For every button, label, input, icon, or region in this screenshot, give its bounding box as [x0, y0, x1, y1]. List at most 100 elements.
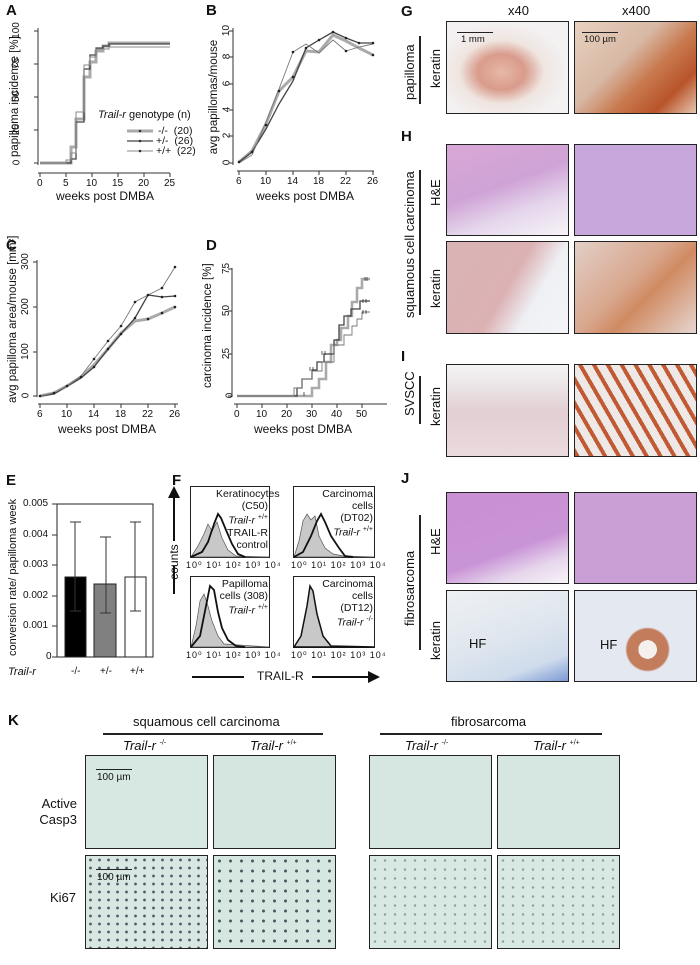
x-tick: +/-	[100, 666, 112, 677]
x-tick: 20	[281, 409, 293, 420]
histogram-carcinoma-dt02	[293, 486, 375, 558]
group-underline	[380, 733, 602, 735]
histology-image-fibrosarcoma-keratin-x40	[446, 590, 569, 682]
stain-label: keratin	[428, 48, 443, 88]
group-underline	[103, 733, 323, 735]
counts-arrow-icon	[168, 486, 180, 594]
x-axis-label: weeks post DMBA	[58, 422, 157, 436]
x-tick: 14	[88, 409, 100, 420]
y-tick: 0	[11, 159, 23, 166]
subplot-title: Carcinoma cells (DT02) Trail-r +/+	[322, 488, 373, 539]
y-tick: 0.004	[23, 529, 49, 540]
x-tick: 18	[313, 176, 325, 187]
x-tick: 20	[138, 178, 150, 189]
x-tick: 15	[112, 178, 124, 189]
y-axis-label: conversion rate/ papilloma week	[7, 498, 19, 656]
ihc-casp3-fibrosarcoma-knockout	[369, 755, 492, 849]
x-tick: 6	[37, 409, 43, 420]
subplot-title: Papilloma cells (308) Trail-r +/+	[219, 578, 268, 617]
x-tick: 26	[169, 409, 181, 420]
x-tick: 26	[367, 176, 379, 187]
subplot-title: Carcinoma cells (DT12) Trail-r -/-	[322, 578, 373, 629]
row-label-ki67: Ki67	[50, 890, 77, 905]
stain-label: H&E	[428, 179, 443, 206]
scale-bar	[582, 32, 618, 33]
trail-r-arrow-icon	[192, 671, 380, 683]
x-axis-label: weeks post DMBA	[256, 189, 355, 203]
column-header: Trail-r +/+	[250, 738, 297, 753]
chart-papilloma-area	[33, 260, 178, 408]
subplot-title: Keratinocytes (C50) Trail-r +/+ TRAIL-R co…	[216, 488, 280, 551]
genotype-label: Trail-r	[8, 666, 36, 678]
y-tick: 0.005	[23, 498, 49, 509]
ihc-ki67-scc-wildtype	[213, 855, 336, 949]
y-axis-label: counts	[167, 544, 181, 580]
x-tick: -/-	[71, 666, 81, 677]
y-tick: 0.001	[23, 620, 49, 631]
histogram-carcinoma-dt12	[293, 576, 375, 648]
stain-label: keratin	[428, 620, 443, 660]
histogram-keratinocytes	[190, 486, 270, 558]
panel-label-f: F	[172, 472, 182, 489]
x-tick: 10	[256, 409, 268, 420]
histology-image-scc-keratin-x40	[446, 241, 569, 334]
hair-follicle-label: HF	[600, 637, 618, 652]
y-tick: 0	[20, 392, 32, 399]
group-title-scc: squamous cell carcinoma	[133, 714, 280, 729]
y-tick: 300	[19, 253, 31, 270]
scale-bar	[457, 32, 493, 33]
x-tick: 22	[340, 176, 352, 187]
panel-label-b: B	[206, 2, 217, 19]
panel-label-e: E	[6, 472, 17, 489]
x-tick: 30	[306, 409, 318, 420]
column-header: Trail-r +/+	[533, 738, 580, 753]
group-bracket	[419, 170, 421, 315]
legend-entry: -/- (20)	[158, 125, 193, 137]
histology-image-scc-keratin-x400	[574, 241, 697, 334]
panel-label-j: J	[401, 470, 410, 487]
x-tick: +/+	[130, 666, 145, 677]
panel-label-c: C	[6, 237, 17, 254]
panel-label-h: H	[401, 128, 412, 145]
scale-label: 1 mm	[461, 34, 485, 45]
ihc-ki67-fibrosarcoma-knockout	[369, 855, 492, 949]
x-ticks: 10⁰ 10¹ 10² 10³ 10⁴	[186, 650, 282, 660]
histology-image-scc-he-x400	[574, 144, 697, 236]
y-tick: 4	[221, 106, 233, 113]
group-label-fibrosarcoma: fibrosarcoma	[402, 550, 417, 626]
y-tick: 0	[224, 392, 236, 399]
scale-label: 100 µm	[584, 34, 616, 45]
chart-carcinoma-incidence	[228, 268, 387, 408]
column-header: Trail-r -/-	[123, 738, 167, 753]
y-tick: 100	[19, 343, 31, 360]
group-title-fibrosarcoma: fibrosarcoma	[451, 714, 527, 729]
stain-label: keratin	[428, 386, 443, 426]
y-tick: 8	[221, 53, 233, 60]
histology-image-svscc-x400	[574, 364, 697, 457]
hair-follicle-label: HF	[469, 636, 487, 651]
y-tick: 6	[221, 80, 233, 87]
x-tick: 10	[260, 176, 272, 187]
y-tick: 0	[221, 159, 233, 166]
histogram-papilloma-308	[190, 576, 270, 648]
x-axis-label: TRAIL-R	[257, 669, 304, 683]
ihc-ki67-scc-knockout	[85, 855, 208, 949]
x-tick: 0	[234, 409, 240, 420]
x-tick: 10	[86, 178, 98, 189]
y-axis-label: carcinoma incidence [%]	[202, 263, 214, 388]
chart-avg-papillomas	[229, 28, 375, 175]
y-tick: 0.003	[23, 559, 49, 570]
x-tick: 10	[61, 409, 73, 420]
histology-image-papilloma-x40	[446, 21, 569, 114]
ihc-casp3-fibrosarcoma-wildtype	[497, 755, 620, 849]
panel-label-g: G	[401, 3, 413, 20]
x-tick: 50	[356, 409, 368, 420]
chart-papilloma-incidence	[34, 28, 171, 177]
column-header-x40: x40	[508, 3, 529, 18]
panel-label-k: K	[8, 712, 19, 729]
y-axis-label: papilloma incidence [%]	[9, 36, 21, 157]
stain-label: keratin	[428, 268, 443, 308]
histology-image-papilloma-x400	[574, 21, 697, 114]
row-label-casp3: Active Casp3	[39, 796, 77, 827]
histology-image-fibrosarcoma-he-x400	[574, 492, 697, 584]
